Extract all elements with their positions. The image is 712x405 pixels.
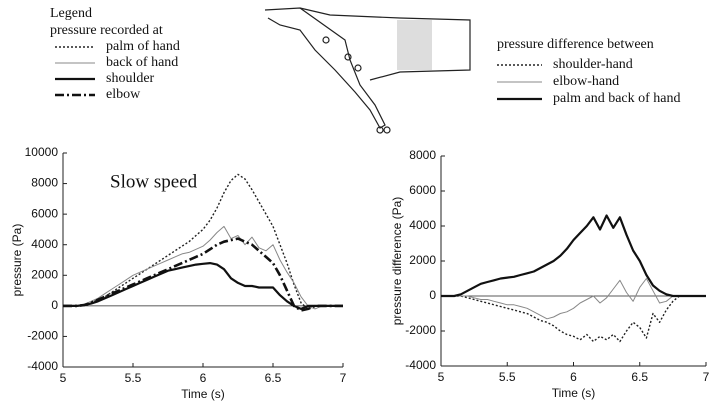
x-tick-label: 5 [60,371,67,385]
arm-sketch [264,7,471,134]
series-line [63,262,343,310]
legend-label: back of hand [106,55,178,70]
series-line [63,225,343,310]
legend-label: elbow-hand [553,74,619,89]
x-tick-label: 7 [340,371,347,385]
x-tick-label: 7 [703,370,710,384]
x-tick-label: 6.5 [631,370,648,384]
y-tick-label: 6000 [409,183,436,197]
series-line [441,214,706,298]
y-tick-label: 2000 [409,253,436,267]
legend-label: shoulder [106,71,155,86]
y-tick-label: 6000 [31,206,58,220]
legend-label: shoulder-hand [553,57,633,72]
y-axis-label: pressure (Pa) [10,224,24,297]
x-tick-label: 5.5 [125,371,142,385]
annotation: Slow speed [110,171,198,192]
y-tick-label: 8000 [409,148,436,162]
legend-title: pressure difference between [497,37,654,52]
series-line [63,237,343,312]
x-tick-label: 5 [438,370,445,384]
y-tick-label: -4000 [27,359,58,373]
legend-title: Legend [50,6,92,21]
x-axis-label: Time (s) [181,387,225,401]
y-tick-label: 2000 [31,267,58,281]
x-axis-label: Time (s) [552,386,596,400]
series-line [63,173,343,310]
y-tick-label: 0 [51,298,58,312]
legend-label: elbow [106,87,141,102]
y-tick-label: 4000 [409,218,436,232]
x-tick-label: 6.5 [265,371,282,385]
y-axis-label: pressure difference (Pa) [390,197,404,326]
legend-subtitle: pressure recorded at [50,23,163,38]
y-tick-label: -2000 [405,323,436,337]
x-tick-label: 6 [570,370,577,384]
y-tick-label: -4000 [405,358,436,372]
x-tick-label: 5.5 [499,370,516,384]
y-tick-label: 0 [429,288,436,302]
y-tick-label: 8000 [31,176,58,190]
legend-label: palm of hand [106,39,180,54]
series-line [441,278,706,320]
series-line [441,295,706,343]
y-tick-label: 10000 [25,145,59,159]
legend-label: palm and back of hand [553,91,681,106]
x-tick-label: 6 [200,371,207,385]
y-tick-label: -2000 [27,329,58,343]
y-tick-label: 4000 [31,237,58,251]
